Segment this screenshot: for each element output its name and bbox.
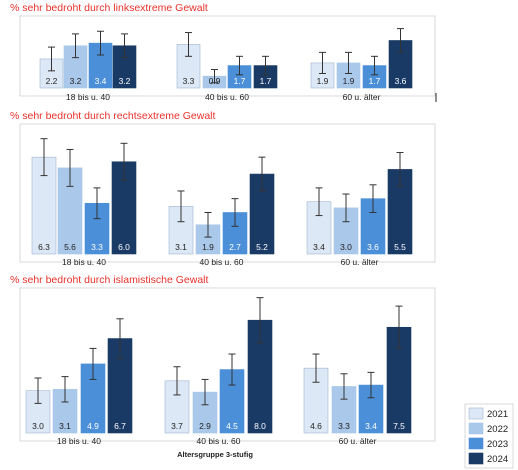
category-label: 18 bis u. 40 <box>66 92 110 102</box>
legend-swatch-2021 <box>468 407 484 420</box>
data-label: 1.7 <box>369 76 381 86</box>
plot-frame <box>19 287 436 442</box>
chart-panel-3: % sehr bedroht durch islamistische Gewal… <box>10 274 436 446</box>
plot-frame <box>19 123 436 263</box>
legend-label-2021: 2021 <box>487 409 508 420</box>
data-label: 3.4 <box>95 76 107 86</box>
category-label: 18 bis u. 40 <box>57 436 101 446</box>
data-label: 5.2 <box>256 242 268 252</box>
data-label: 1.7 <box>234 76 246 86</box>
x-axis-label: Altersgruppe 3-stufig <box>177 450 253 459</box>
data-label: 3.7 <box>171 421 183 431</box>
data-label: 3.6 <box>367 242 379 252</box>
data-label: 4.6 <box>310 421 322 431</box>
category-label: 60 u. älter <box>341 257 379 267</box>
data-label: 2.2 <box>46 76 58 86</box>
data-label: 3.3 <box>183 76 195 86</box>
data-label: 5.5 <box>394 242 406 252</box>
data-label: 3.6 <box>395 76 407 86</box>
legend-swatch-2023 <box>468 437 484 450</box>
category-label: 18 bis u. 40 <box>62 257 106 267</box>
data-label: 3.0 <box>32 421 44 431</box>
legend-label-2023: 2023 <box>487 439 508 450</box>
category-label: 40 bis u. 60 <box>200 257 244 267</box>
category-label: 40 bis u. 60 <box>197 436 241 446</box>
data-label: 1.9 <box>202 242 214 252</box>
chart-panel-2: % sehr bedroht durch rechtsextreme Gewal… <box>10 110 436 267</box>
data-label: 7.5 <box>393 421 405 431</box>
data-label: 3.4 <box>313 242 325 252</box>
data-label: 3.0 <box>340 242 352 252</box>
data-label: 3.2 <box>70 76 82 86</box>
data-label: 3.1 <box>59 421 71 431</box>
data-label: 3.4 <box>365 421 377 431</box>
category-label: 40 bis u. 60 <box>205 92 249 102</box>
data-label: 3.3 <box>338 421 350 431</box>
chart-title: % sehr bedroht durch linksextreme Gewalt <box>10 2 208 14</box>
data-label: 6.3 <box>38 242 50 252</box>
data-label: 2.9 <box>199 421 211 431</box>
data-label: 6.7 <box>114 421 126 431</box>
category-label: 60 u. älter <box>339 436 377 446</box>
data-label: 3.2 <box>119 76 131 86</box>
category-label: 60 u. älter <box>343 92 381 102</box>
chart-panel-1: % sehr bedroht durch linksextreme Gewalt… <box>10 2 436 102</box>
data-label: 3.1 <box>175 242 187 252</box>
bar-2022-2 <box>195 224 221 255</box>
data-label: 1.9 <box>317 76 329 86</box>
data-label: 0.9 <box>209 76 221 86</box>
chart-panels: % sehr bedroht durch linksextreme Gewalt… <box>10 2 437 446</box>
data-label: 4.9 <box>87 421 99 431</box>
data-label: 1.9 <box>343 76 355 86</box>
data-label: 5.6 <box>64 242 76 252</box>
legend-swatch-2024 <box>468 452 484 465</box>
plot-frame <box>19 15 436 97</box>
data-label: 8.0 <box>254 421 266 431</box>
legend-label-2024: 2024 <box>487 454 508 465</box>
data-label: 1.7 <box>260 76 272 86</box>
legend-swatch-2022 <box>468 422 484 435</box>
legend: 2021 2022 2023 2024 <box>464 403 514 469</box>
data-label: 2.7 <box>229 242 241 252</box>
data-label: 4.5 <box>226 421 238 431</box>
data-label: 3.3 <box>91 242 103 252</box>
chart-title: % sehr bedroht durch rechtsextreme Gewal… <box>10 110 216 122</box>
data-label: 6.0 <box>118 242 130 252</box>
chart-title: % sehr bedroht durch islamistische Gewal… <box>10 274 209 286</box>
legend-label-2022: 2022 <box>487 424 508 435</box>
